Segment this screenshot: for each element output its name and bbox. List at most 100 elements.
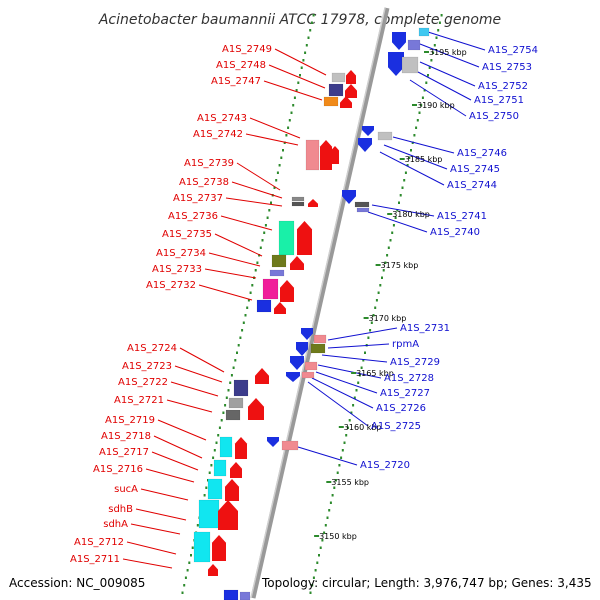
reverse-gene-label[interactable]: A1S_2754 bbox=[488, 45, 538, 56]
reverse-gene-arrow bbox=[362, 126, 374, 136]
forward-leader-line bbox=[245, 133, 299, 146]
reverse-gene-label[interactable]: A1S_2728 bbox=[384, 373, 434, 384]
scale-label: 3190 kbp bbox=[417, 101, 455, 110]
reverse-gene-block bbox=[418, 27, 430, 37]
left-track-dot bbox=[310, 21, 313, 24]
forward-gene-arrow bbox=[230, 462, 242, 478]
forward-gene-label[interactable]: A1S_2732 bbox=[146, 280, 196, 291]
reverse-gene-label[interactable]: A1S_2727 bbox=[380, 388, 430, 399]
forward-gene-block bbox=[223, 589, 239, 600]
right-track-dot bbox=[345, 434, 348, 437]
reverse-leader-line bbox=[427, 31, 486, 51]
forward-gene-label[interactable]: A1S_2749 bbox=[222, 44, 272, 55]
forward-gene-arrow bbox=[208, 564, 218, 576]
right-track-dot bbox=[384, 261, 387, 264]
left-track-dot bbox=[220, 419, 223, 422]
forward-gene-label[interactable]: A1S_2711 bbox=[70, 554, 120, 565]
forward-gene-label[interactable]: A1S_2719 bbox=[105, 415, 155, 426]
forward-gene-block bbox=[225, 409, 241, 421]
forward-leader-line bbox=[122, 558, 173, 569]
forward-gene-label[interactable]: A1S_2723 bbox=[122, 361, 172, 372]
reverse-gene-label[interactable]: A1S_2745 bbox=[450, 164, 500, 175]
right-track-dot bbox=[396, 209, 399, 212]
forward-gene-label[interactable]: A1S_2724 bbox=[127, 343, 177, 354]
forward-leader-line bbox=[126, 541, 177, 555]
left-track-dot bbox=[276, 171, 279, 174]
reverse-gene-label[interactable]: A1S_2720 bbox=[360, 460, 410, 471]
forward-gene-arrow bbox=[297, 221, 312, 255]
scale-tick-mark bbox=[399, 158, 405, 160]
reverse-leader-line bbox=[327, 343, 390, 349]
forward-gene-label[interactable]: A1S_2748 bbox=[216, 60, 266, 71]
forward-gene-label[interactable]: A1S_2747 bbox=[211, 76, 261, 87]
reverse-gene-label[interactable]: A1S_2746 bbox=[457, 148, 507, 159]
left-track-dot bbox=[230, 374, 233, 377]
reverse-gene-label[interactable]: A1S_2753 bbox=[482, 62, 532, 73]
right-track-dot bbox=[318, 554, 320, 557]
scale-label: 3195 kbp bbox=[429, 48, 467, 57]
forward-gene-label[interactable]: A1S_2716 bbox=[93, 464, 143, 475]
right-track-dot bbox=[420, 104, 423, 107]
forward-gene-label[interactable]: A1S_2743 bbox=[197, 113, 247, 124]
reverse-gene-label[interactable]: rpmA bbox=[392, 339, 419, 350]
right-track-dot bbox=[319, 546, 322, 549]
reverse-gene-label[interactable]: A1S_2726 bbox=[376, 403, 426, 414]
forward-gene-block bbox=[239, 591, 251, 600]
left-track-dot bbox=[229, 381, 232, 384]
reverse-gene-label[interactable]: A1S_2725 bbox=[371, 421, 421, 432]
reverse-leader-line bbox=[417, 71, 472, 101]
forward-gene-arrow bbox=[235, 437, 247, 459]
reverse-gene-block bbox=[354, 201, 370, 208]
forward-gene-label[interactable]: A1S_2742 bbox=[193, 129, 243, 140]
right-track-dot bbox=[353, 396, 356, 399]
reverse-gene-label[interactable]: A1S_2740 bbox=[430, 227, 480, 238]
forward-gene-label[interactable]: A1S_2718 bbox=[101, 431, 151, 442]
reverse-gene-label[interactable]: A1S_2731 bbox=[400, 323, 450, 334]
right-track-dot bbox=[338, 464, 341, 467]
forward-leader-line bbox=[198, 284, 253, 301]
reverse-leader-line bbox=[383, 144, 448, 170]
left-track-dot bbox=[280, 156, 283, 159]
reverse-gene-label[interactable]: A1S_2729 bbox=[390, 357, 440, 368]
forward-leader-line bbox=[263, 80, 323, 101]
reverse-gene-label[interactable]: A1S_2752 bbox=[478, 81, 528, 92]
forward-gene-label[interactable]: A1S_2712 bbox=[74, 537, 124, 548]
left-track-dot bbox=[261, 239, 264, 242]
forward-gene-label[interactable]: A1S_2737 bbox=[173, 193, 223, 204]
reverse-gene-label[interactable]: A1S_2751 bbox=[474, 95, 524, 106]
right-track-dot bbox=[433, 44, 436, 47]
right-track-dot bbox=[324, 524, 327, 527]
forward-gene-label[interactable]: A1S_2722 bbox=[118, 377, 168, 388]
right-track-dot bbox=[392, 224, 395, 227]
left-track-dot bbox=[191, 546, 194, 549]
forward-gene-label[interactable]: sdhA bbox=[103, 519, 128, 530]
reverse-gene-label[interactable]: A1S_2750 bbox=[469, 111, 519, 122]
forward-gene-label[interactable]: A1S_2738 bbox=[179, 177, 229, 188]
right-track-dot bbox=[311, 584, 314, 587]
forward-gene-label[interactable]: A1S_2734 bbox=[156, 248, 206, 259]
reverse-gene-label[interactable]: A1S_2744 bbox=[447, 180, 497, 191]
forward-gene-arrow bbox=[340, 96, 352, 108]
forward-leader-line bbox=[140, 488, 189, 501]
forward-gene-label[interactable]: A1S_2717 bbox=[99, 447, 149, 458]
leader-lines-layer bbox=[122, 31, 486, 569]
reverse-gene-label[interactable]: A1S_2741 bbox=[437, 211, 487, 222]
right-track-dot bbox=[355, 389, 358, 392]
topology-text: Topology: circular; Length: 3,976,747 bp… bbox=[261, 576, 592, 590]
right-track-dot bbox=[346, 426, 349, 429]
forward-gene-label[interactable]: A1S_2733 bbox=[152, 264, 202, 275]
forward-gene-label[interactable]: A1S_2721 bbox=[114, 395, 164, 406]
forward-gene-label[interactable]: A1S_2736 bbox=[168, 211, 218, 222]
forward-gene-label[interactable]: A1S_2739 bbox=[184, 158, 234, 169]
left-track-dot bbox=[275, 179, 278, 182]
forward-gene-label[interactable]: sdhB bbox=[108, 504, 133, 515]
forward-gene-label[interactable]: sucA bbox=[114, 484, 138, 495]
forward-gene-label[interactable]: A1S_2735 bbox=[162, 229, 212, 240]
forward-gene-block bbox=[331, 72, 346, 83]
forward-leader-line bbox=[274, 48, 327, 76]
right-track-dot bbox=[375, 299, 378, 302]
reverse-gene-arrow bbox=[392, 32, 406, 50]
reverse-gene-arrow bbox=[296, 342, 308, 356]
right-track-dot bbox=[321, 539, 324, 542]
right-track-dot bbox=[394, 216, 397, 219]
